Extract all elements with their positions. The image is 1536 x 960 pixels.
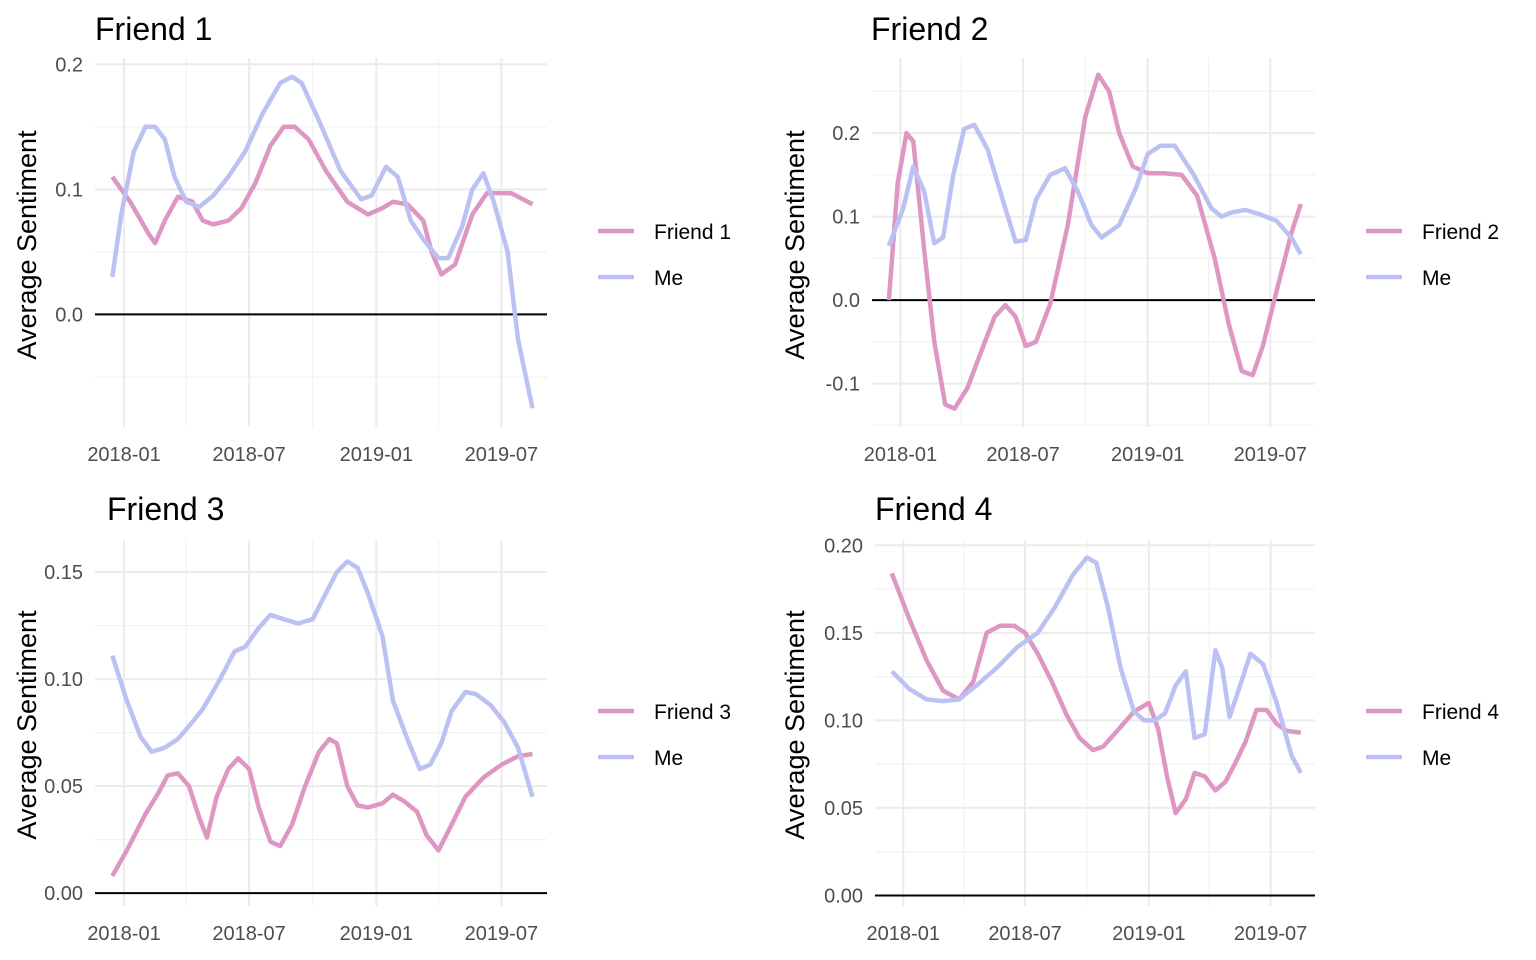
series-line-me <box>886 122 1303 256</box>
legend-label: Me <box>1422 267 1451 290</box>
series-line-me <box>110 559 535 798</box>
series-line-me <box>890 555 1303 774</box>
legend-label: Me <box>654 267 683 290</box>
legend-label: Friend 3 <box>654 701 731 724</box>
legend: Friend 4 Me <box>1366 701 1499 770</box>
y-tick-label: 0.0 <box>55 304 83 326</box>
legend: Friend 1 Me <box>598 221 731 290</box>
legend-label: Me <box>1422 747 1451 770</box>
legend-label: Friend 1 <box>654 221 731 244</box>
x-tick-label: 2018-01 <box>87 923 160 945</box>
x-tick-label: 2019-07 <box>465 444 538 466</box>
series-line-friend <box>110 736 533 878</box>
x-tick-label: 2019-01 <box>340 444 413 466</box>
y-axis-title: Average Sentiment <box>780 610 810 840</box>
x-tick-label: 2018-01 <box>87 444 160 466</box>
y-tick-label: 0.00 <box>44 883 83 905</box>
panel-title: Friend 2 <box>871 11 988 47</box>
y-tick-label: -0.1 <box>826 374 860 396</box>
y-tick-label: 0.2 <box>55 54 83 76</box>
y-axis-title: Average Sentiment <box>780 130 810 360</box>
y-tick-label: 0.05 <box>824 798 863 820</box>
series-line-friend <box>886 72 1303 411</box>
panel-title: Friend 4 <box>875 491 992 527</box>
y-tick-label: 0.15 <box>824 623 863 645</box>
legend-label: Me <box>654 747 683 770</box>
y-tick-label: 0.2 <box>832 123 860 145</box>
x-tick-label: 2018-07 <box>212 923 285 945</box>
x-tick-label: 2019-07 <box>465 923 538 945</box>
series-line-me <box>110 74 535 409</box>
series-line-friend <box>889 572 1302 816</box>
x-tick-label: 2018-07 <box>988 923 1061 945</box>
y-tick-label: 0.1 <box>832 207 860 229</box>
x-tick-label: 2019-07 <box>1234 923 1307 945</box>
y-tick-label: 0.20 <box>824 535 863 557</box>
panel-title: Friend 1 <box>95 11 212 47</box>
x-tick-label: 2019-01 <box>1112 923 1185 945</box>
x-tick-label: 2019-01 <box>340 923 413 945</box>
y-axis-title: Average Sentiment <box>12 610 42 840</box>
panel-1: 2018-01 2018-07 2019-01 2019-07 0.0 0.1 0.2 Fri… <box>12 11 731 466</box>
x-tick-label: 2019-01 <box>1111 444 1184 466</box>
y-tick-label: 0.10 <box>44 669 83 691</box>
legend-label: Friend 2 <box>1422 221 1499 244</box>
panel-3: 2018-01 2018-07 2019-01 2019-07 0.00 0.05 0.10… <box>12 491 731 945</box>
panel-title: Friend 3 <box>107 491 224 527</box>
y-tick-label: 0.0 <box>832 290 860 312</box>
y-tick-label: 0.1 <box>55 179 83 201</box>
y-axis-title: Average Sentiment <box>12 130 42 360</box>
x-tick-label: 2019-07 <box>1234 444 1307 466</box>
legend: Friend 2 Me <box>1366 221 1499 290</box>
panel-4: 2018-01 2018-07 2019-01 2019-07 0.00 0.05 0.10… <box>780 491 1499 945</box>
y-tick-label: 0.05 <box>44 776 83 798</box>
y-tick-label: 0.15 <box>44 562 83 584</box>
series-line-friend <box>110 124 534 277</box>
x-tick-label: 2018-01 <box>867 923 940 945</box>
x-tick-label: 2018-07 <box>212 444 285 466</box>
legend-label: Friend 4 <box>1422 701 1499 724</box>
x-tick-label: 2018-07 <box>986 444 1059 466</box>
y-tick-label: 0.10 <box>824 710 863 732</box>
x-tick-label: 2018-01 <box>864 444 937 466</box>
panel-2: 2018-01 2018-07 2019-01 2019-07 -0.1 0.0 0.1 0.… <box>780 11 1499 466</box>
legend: Friend 3 Me <box>598 701 731 770</box>
y-tick-label: 0.00 <box>824 885 863 907</box>
